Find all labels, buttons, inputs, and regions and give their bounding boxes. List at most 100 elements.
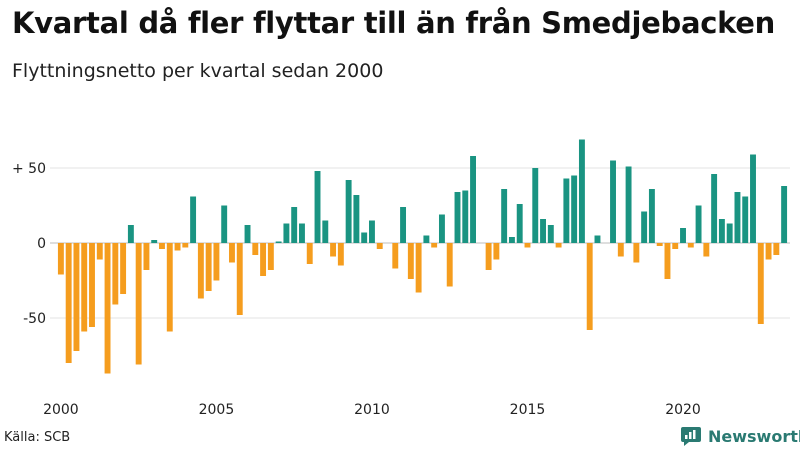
- bar: [291, 207, 298, 243]
- bar: [89, 243, 95, 327]
- x-tick-label: 2005: [199, 402, 235, 418]
- x-tick-label: 2000: [43, 402, 79, 418]
- bar: [726, 223, 733, 243]
- bar: [400, 207, 407, 243]
- bar: [143, 243, 150, 270]
- bar: [493, 243, 500, 260]
- bar-chart: + 50 0 -50 2000 2005 2010 2015 2020: [12, 139, 790, 418]
- source-note: Källa: SCB: [4, 430, 71, 445]
- bar: [120, 243, 127, 294]
- bar: [236, 243, 243, 315]
- bar: [485, 243, 492, 270]
- bar: [65, 243, 72, 363]
- brand-name: Newsworthy: [708, 426, 800, 446]
- bar: [174, 243, 181, 251]
- bar: [353, 195, 360, 243]
- bar: [586, 243, 593, 330]
- bar: [322, 220, 329, 243]
- bar: [221, 205, 228, 243]
- y-tick-label: 0: [37, 236, 46, 252]
- bar: [773, 243, 780, 255]
- bar: [337, 243, 344, 266]
- bar: [470, 156, 476, 243]
- bar: [415, 243, 422, 293]
- bar: [656, 243, 663, 246]
- bar: [781, 186, 788, 243]
- x-tick-label: 2020: [665, 402, 701, 418]
- bar: [438, 214, 445, 243]
- bar: [369, 220, 375, 243]
- bar: [703, 243, 710, 257]
- chart-subtitle: Flyttningsnetto per kvartal sedan 2000: [12, 60, 384, 82]
- bar: [633, 243, 640, 263]
- bar: [648, 189, 655, 243]
- bar: [641, 211, 648, 243]
- bar: [625, 166, 632, 243]
- bar: [252, 243, 259, 255]
- chart-title: Kvartal då fler flyttar till än från Sme…: [12, 6, 776, 40]
- bar: [392, 243, 399, 269]
- bar: [423, 235, 430, 243]
- bar: [361, 232, 368, 243]
- bar: [446, 243, 453, 287]
- bar: [718, 219, 725, 243]
- bar: [734, 192, 741, 243]
- bar: [407, 243, 414, 279]
- bar: [540, 219, 546, 243]
- bar: [275, 241, 282, 243]
- bar: [283, 223, 290, 243]
- bar: [664, 243, 671, 279]
- bar: [267, 243, 274, 270]
- bar: [260, 243, 267, 276]
- bar: [190, 196, 197, 243]
- bar: [159, 243, 165, 249]
- newsworthy-icon: [681, 427, 701, 446]
- bar: [81, 243, 88, 332]
- bar: [104, 243, 111, 374]
- bar: [711, 174, 718, 243]
- bar: [330, 243, 337, 257]
- bar: [547, 225, 554, 243]
- bar: [742, 196, 749, 243]
- bar: [462, 190, 469, 243]
- bar: [695, 205, 702, 243]
- bar: [376, 243, 383, 249]
- bar: [112, 243, 119, 305]
- x-tick-label: 2010: [354, 402, 390, 418]
- bar: [314, 171, 321, 243]
- bar: [151, 240, 158, 243]
- bar: [127, 225, 134, 243]
- x-tick-label: 2015: [510, 402, 546, 418]
- bar: [244, 225, 251, 243]
- bar: [578, 139, 585, 243]
- y-tick-label: + 50: [12, 161, 46, 177]
- bar: [524, 243, 531, 248]
- bar: [501, 189, 508, 243]
- bar: [532, 168, 539, 243]
- bar: [229, 243, 235, 263]
- bar: [96, 243, 103, 260]
- bar: [617, 243, 624, 257]
- bar: [765, 243, 772, 260]
- bar: [594, 235, 601, 243]
- bar: [750, 154, 756, 243]
- bar: [454, 192, 461, 243]
- bar: [213, 243, 220, 281]
- bar: [205, 243, 212, 291]
- y-tick-label: -50: [23, 311, 46, 327]
- bar: [555, 243, 562, 248]
- bar: [299, 223, 305, 243]
- bar: [508, 237, 515, 243]
- bar: [73, 243, 80, 351]
- bar: [610, 160, 616, 243]
- bar: [516, 204, 523, 243]
- bar: [687, 243, 694, 248]
- bar: [571, 175, 578, 243]
- bar: [563, 178, 570, 243]
- bar: [431, 243, 438, 248]
- bar: [757, 243, 764, 324]
- bar: [672, 243, 679, 249]
- bar: [345, 180, 352, 243]
- brand-logo: Newsworthy: [680, 425, 800, 447]
- bar: [197, 243, 204, 299]
